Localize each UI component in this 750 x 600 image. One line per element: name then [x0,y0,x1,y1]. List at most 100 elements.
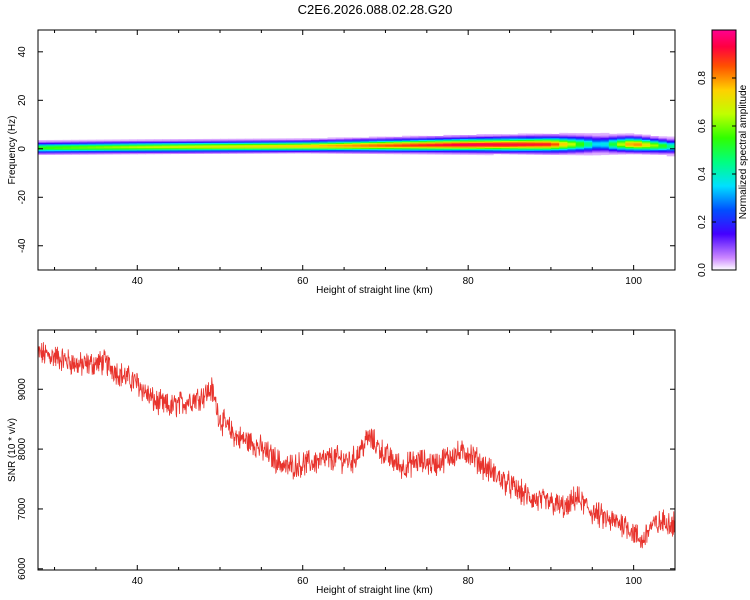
snr-ytick-label: 7000 [17,497,28,520]
heatmap-cell [145,152,155,155]
heatmap-cell [352,144,362,147]
heatmap-cell [46,146,56,148]
heatmap-cell [112,147,122,150]
heatmap-cell [153,145,163,147]
heatmap-cell [71,145,80,148]
heatmap-cell [54,152,64,154]
heatmap-cell [592,152,602,155]
heatmap-cell [641,149,651,151]
heatmap-cell [584,150,593,152]
heatmap-cell [435,146,444,149]
heatmap-cell [426,143,436,145]
heatmap-cell [211,146,221,148]
heatmap-cell [87,145,97,148]
heatmap-cell [261,149,271,152]
heatmap-cell [170,148,180,151]
heatmap-cell [129,152,138,155]
heatmap-cell [534,143,544,146]
heatmap-cell [54,150,64,153]
heatmap-cell [459,152,469,154]
heatmap-cell [335,141,345,143]
heatmap-cell [410,151,420,154]
heatmap-cell [567,140,577,142]
heatmap-cell [335,143,345,146]
heatmap-cell [567,152,577,154]
heatmap-cell [567,153,577,156]
heatmap-cell [327,144,337,147]
heatmap-cell [650,151,660,154]
heatmap-cell [658,148,668,151]
heatmap-cell [393,140,403,143]
heatmap-cell [327,145,337,148]
heatmap-cell [410,137,420,139]
heatmap-cell [410,149,420,151]
heatmap-cell [228,141,238,143]
heatmap-cell [261,148,271,150]
heatmap-cell [658,146,668,148]
heatmap-cell [575,136,585,139]
heatmap-cell [517,134,527,137]
heatmap-cell [476,151,486,153]
heatmap-cell [435,150,444,153]
heatmap-cell [228,152,238,154]
heatmap-cell [352,138,362,141]
spectrogram-ytick-label: 0 [17,146,28,152]
heatmap-cell [294,143,304,145]
heatmap-cell [575,150,585,152]
heatmap-cell [385,137,395,140]
heatmap-cell [509,149,519,151]
heatmap-cell [468,146,478,148]
heatmap-cell [87,144,97,147]
heatmap-cell [542,144,552,147]
heatmap-cell [435,144,444,147]
heatmap-cell [244,147,254,149]
heatmap-cell [435,145,444,148]
heatmap-cell [402,141,411,144]
heatmap-cell [244,139,254,142]
heatmap-cell [517,151,527,154]
heatmap-cell [211,152,221,154]
heatmap-cell [253,151,262,154]
heatmap-cell [484,135,494,138]
heatmap-cell [567,141,577,144]
heatmap-cell [236,147,246,149]
heatmap-cell [459,136,469,138]
heatmap-cell [542,139,552,142]
heatmap-cell [311,148,320,150]
heatmap-cell [443,139,453,142]
heatmap-cell [368,139,378,141]
heatmap-cell [625,139,635,141]
heatmap-cell [393,147,403,150]
heatmap-cell [79,147,89,149]
heatmap-cell [71,153,80,155]
heatmap-cell [617,134,626,137]
heatmap-cell [459,150,469,153]
heatmap-cell [393,150,403,152]
heatmap-cell [220,149,229,152]
heatmap-cell [567,142,577,145]
snr-ytick-label: 9000 [17,378,28,401]
heatmap-cell [600,148,610,151]
heatmap-cell [344,152,353,154]
heatmap-cell [501,135,511,138]
heatmap-cell [402,138,411,140]
heatmap-cell [170,147,180,150]
heatmap-cell [617,142,626,144]
heatmap-cell [633,134,643,137]
heatmap-cell [617,149,626,151]
heatmap-cell [186,142,196,145]
heatmap-cell [236,146,246,148]
heatmap-cell [459,144,469,147]
heatmap-cell [650,139,660,142]
heatmap-cell [153,140,163,143]
heatmap-cell [559,136,569,139]
heatmap-cell [633,149,643,151]
heatmap-cell [195,141,205,144]
heatmap-cell [633,151,643,154]
heatmap-cell [137,152,147,155]
heatmap-cell [443,148,453,150]
heatmap-cell [443,143,453,146]
heatmap-cell [302,138,312,141]
heatmap-cell [534,151,544,154]
heatmap-cell [253,149,262,152]
